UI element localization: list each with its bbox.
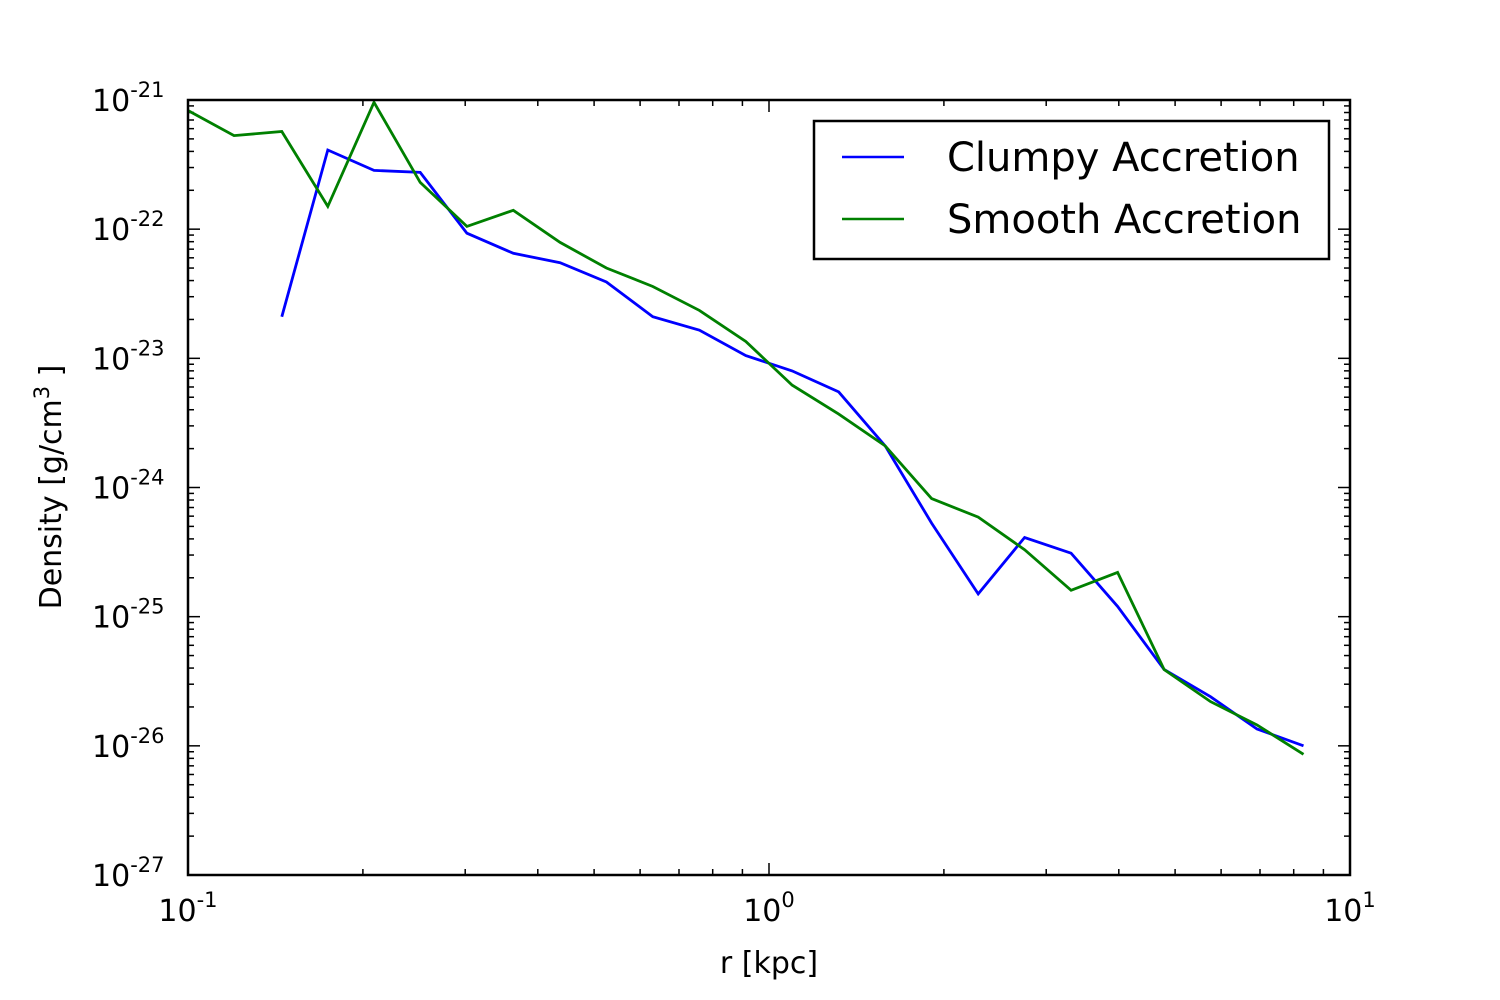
x-tick-label: 100 — [743, 888, 795, 929]
y-axis-label-main: Density [g/cm — [34, 399, 69, 609]
y-tick-label: 10-23 — [92, 336, 165, 377]
x-tick-label: 101 — [1324, 888, 1376, 929]
plot-frame — [186, 98, 1352, 877]
y-tick-label: 10-26 — [92, 724, 165, 765]
x-axis-label: r [kpc] — [720, 946, 818, 981]
y-tick-label: 10-22 — [92, 207, 165, 248]
data-lines — [187, 99, 1305, 756]
series-line-smooth-accretion — [187, 99, 1305, 756]
y-tick-labels: 10-21 10-22 10-23 10-24 10-25 10-26 10-27 — [92, 78, 165, 894]
legend-label-clumpy: Clumpy Accretion — [947, 135, 1300, 181]
y-axis-label-sup: 3 — [30, 386, 54, 399]
y-tick-label: 10-25 — [92, 595, 165, 636]
x-tick-labels: 10-1 100 101 — [158, 888, 1375, 929]
y-tick-label: 10-24 — [92, 466, 165, 507]
y-tick-label: 10-21 — [92, 78, 165, 119]
y-axis-label-tail: ] — [34, 365, 69, 386]
y-axis-label: Density [g/cm3 ] — [30, 365, 69, 610]
y-tick-label: 10-27 — [92, 853, 165, 894]
legend-box — [812, 119, 1331, 261]
legend: Clumpy Accretion Smooth Accretion — [812, 119, 1331, 261]
legend-label-smooth: Smooth Accretion — [947, 197, 1302, 243]
x-tick-label: 10-1 — [158, 888, 217, 929]
